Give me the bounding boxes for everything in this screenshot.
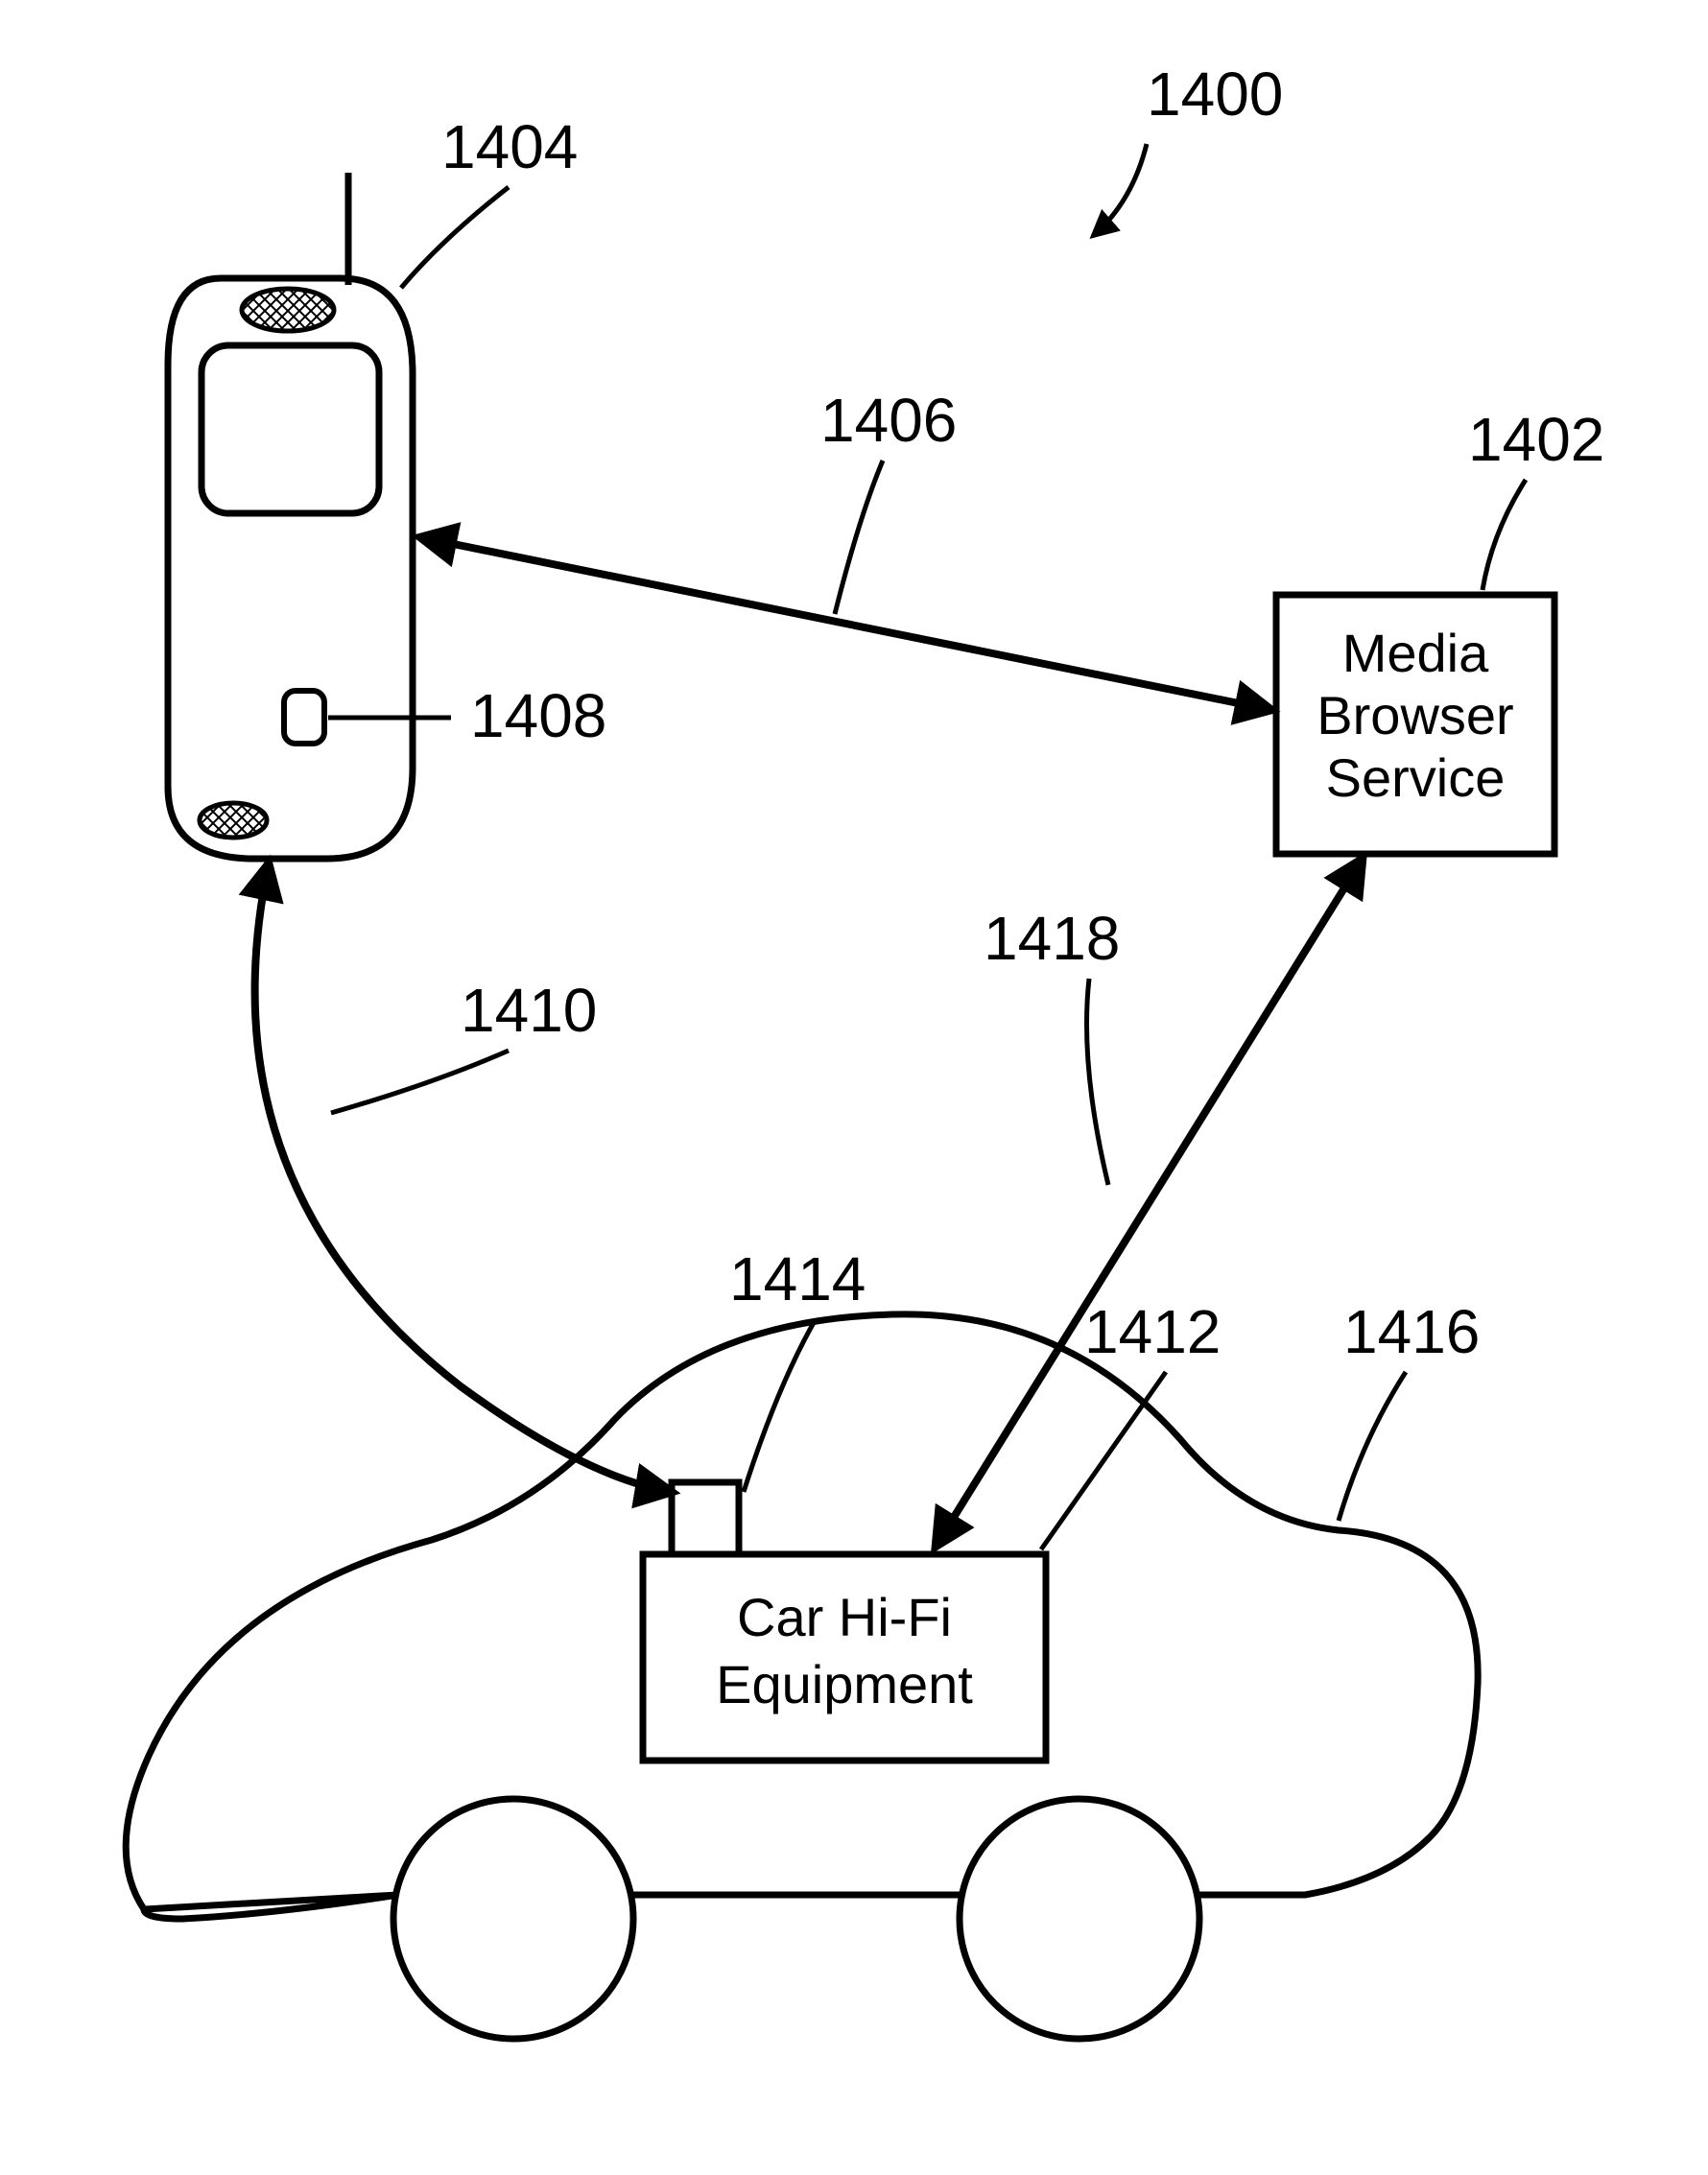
label-1410: 1410 bbox=[461, 976, 597, 1045]
media-browser-service-box: Media Browser Service bbox=[1276, 595, 1554, 854]
mobile-phone bbox=[168, 173, 413, 859]
label-1404: 1404 bbox=[441, 112, 578, 181]
ref-1400: 1400 bbox=[1094, 59, 1283, 235]
ref-1404: 1404 bbox=[401, 112, 578, 288]
carhifi-line1: Car Hi-Fi bbox=[737, 1587, 952, 1647]
car-hifi-antenna-1414 bbox=[672, 1482, 739, 1554]
arrow-1410 bbox=[255, 863, 672, 1492]
ref-1416: 1416 bbox=[1339, 1297, 1480, 1521]
media-line1: Media bbox=[1342, 623, 1489, 683]
car-hifi-box: Car Hi-Fi Equipment bbox=[643, 1482, 1046, 1761]
ref-1402: 1402 bbox=[1468, 405, 1604, 590]
ref-1408: 1408 bbox=[328, 681, 606, 750]
label-1416: 1416 bbox=[1343, 1297, 1480, 1366]
ref-1414: 1414 bbox=[729, 1244, 866, 1492]
label-1400: 1400 bbox=[1147, 59, 1283, 129]
label-1418: 1418 bbox=[984, 904, 1120, 973]
label-1414: 1414 bbox=[729, 1244, 866, 1313]
ref-1406: 1406 bbox=[820, 386, 957, 614]
label-1408: 1408 bbox=[470, 681, 606, 750]
carhifi-line2: Equipment bbox=[716, 1654, 973, 1714]
label-1402: 1402 bbox=[1468, 405, 1604, 474]
ref-1418: 1418 bbox=[984, 904, 1120, 1185]
label-1412: 1412 bbox=[1084, 1297, 1221, 1366]
label-1406: 1406 bbox=[820, 386, 957, 455]
media-line2: Browser bbox=[1317, 685, 1513, 745]
diagram-canvas: Media Browser Service Car Hi-Fi Equipmen… bbox=[0, 0, 1708, 2175]
media-line3: Service bbox=[1326, 747, 1506, 808]
ref-1410: 1410 bbox=[331, 976, 597, 1113]
phone-button-1408 bbox=[284, 691, 324, 744]
